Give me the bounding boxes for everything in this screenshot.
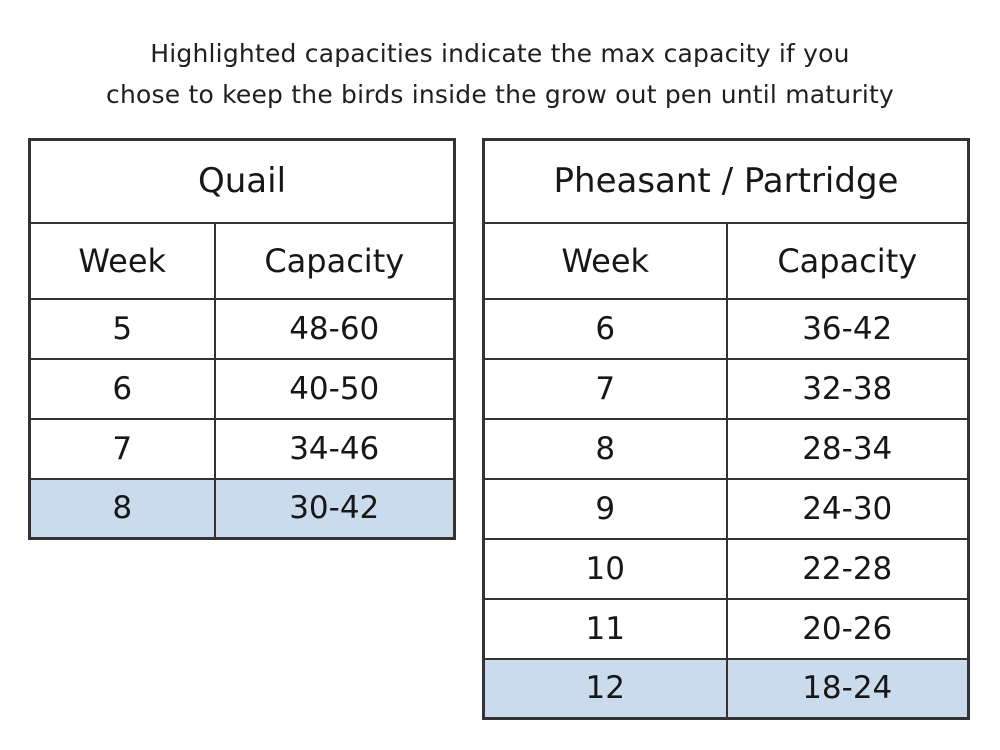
quail-row-week-6: 6 40-50 [28, 357, 456, 420]
capacity-cell: 30-42 [213, 477, 456, 540]
note-line-2: chose to keep the birds inside the grow … [106, 80, 894, 109]
week-cell: 5 [28, 297, 216, 360]
week-cell: 7 [28, 417, 216, 480]
week-cell: 8 [482, 417, 728, 480]
capacity-cell: 32-38 [725, 357, 970, 420]
capacity-cell: 36-42 [725, 297, 970, 360]
pheasant-capacity-column-header: Capacity [725, 221, 970, 300]
quail-week-column-header: Week [28, 221, 216, 300]
quail-table-title: Quail [28, 138, 456, 224]
capacity-cell: 40-50 [213, 357, 456, 420]
quail-row-week-5: 5 48-60 [28, 297, 456, 360]
pheasant-header-row: Week Capacity [482, 221, 970, 300]
pheasant-week-column-header: Week [482, 221, 728, 300]
quail-title-row: Quail [28, 138, 456, 224]
pheasant-title-row: Pheasant / Partridge [482, 138, 970, 224]
capacity-cell: 24-30 [725, 477, 970, 540]
week-cell: 6 [482, 297, 728, 360]
week-cell: 11 [482, 597, 728, 660]
pheasant-partridge-table-title: Pheasant / Partridge [482, 138, 970, 224]
pheasant-partridge-row-week-12: 12 18-24 [482, 657, 970, 720]
pheasant-partridge-row-week-8: 8 28-34 [482, 417, 970, 480]
capacity-cell: 34-46 [213, 417, 456, 480]
week-cell: 6 [28, 357, 216, 420]
week-cell: 9 [482, 477, 728, 540]
capacity-cell: 22-28 [725, 537, 970, 600]
note-text: Highlighted capacities indicate the max … [0, 33, 1000, 115]
capacity-cell: 20-26 [725, 597, 970, 660]
pheasant-partridge-table: Pheasant / Partridge Week Capacity 6 36-4… [482, 138, 970, 720]
quail-row-week-7: 7 34-46 [28, 417, 456, 480]
pheasant-partridge-row-week-6: 6 36-42 [482, 297, 970, 360]
pheasant-partridge-row-week-7: 7 32-38 [482, 357, 970, 420]
pheasant-partridge-row-week-10: 10 22-28 [482, 537, 970, 600]
quail-row-week-8: 8 30-42 [28, 477, 456, 540]
week-cell: 12 [482, 657, 728, 720]
capacity-cell: 48-60 [213, 297, 456, 360]
quail-table: Quail Week Capacity 5 48-60 6 40-50 7 34-46 8 3… [28, 138, 457, 540]
week-cell: 7 [482, 357, 728, 420]
pheasant-partridge-row-week-9: 9 24-30 [482, 477, 970, 540]
capacity-cell: 18-24 [725, 657, 970, 720]
pheasant-partridge-row-week-11: 11 20-26 [482, 597, 970, 660]
quail-capacity-column-header: Capacity [213, 221, 456, 300]
week-cell: 8 [28, 477, 216, 540]
week-cell: 10 [482, 537, 728, 600]
note-line-1: Highlighted capacities indicate the max … [150, 39, 850, 68]
quail-header-row: Week Capacity [28, 221, 456, 300]
capacity-cell: 28-34 [725, 417, 970, 480]
